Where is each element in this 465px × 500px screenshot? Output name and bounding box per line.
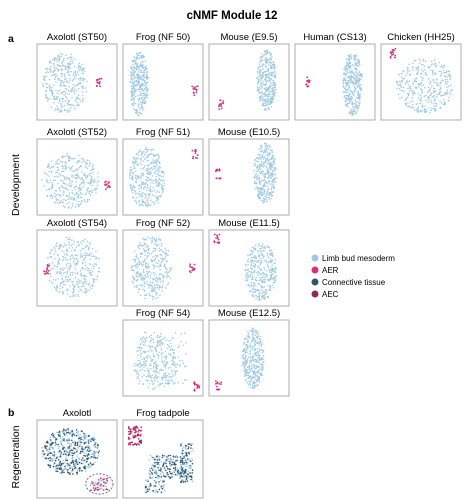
mesoderm-points xyxy=(133,331,188,390)
panel-label: Axolotl (ST52) xyxy=(47,127,107,138)
umap-panels: Axolotl (ST50) Frog (NF 50) Mouse (E9.5) Hu… xyxy=(36,32,462,499)
aec-points xyxy=(127,425,143,446)
panel-human-cs13: Human (CS13) xyxy=(294,32,376,121)
aer-points xyxy=(215,168,222,180)
panel-label: Chicken (HH25) xyxy=(387,32,455,43)
panel-mouse-e9-5: Mouse (E9.5) xyxy=(208,32,290,121)
connective-tissue-points xyxy=(41,427,100,475)
panel-axolotl-st50: Axolotl (ST50) xyxy=(36,32,118,121)
figure-title: cNMF Module 12 xyxy=(187,10,278,22)
panel-frame xyxy=(208,43,290,121)
panel-label: Mouse (E9.5) xyxy=(220,32,277,43)
legend-swatch xyxy=(311,278,319,286)
panel-frame xyxy=(380,43,462,121)
panel-label: Mouse (E12.5) xyxy=(218,308,280,319)
panel-axolotl-st52: Axolotl (ST52) xyxy=(36,127,118,216)
mesoderm-points xyxy=(45,236,101,298)
panel-frog-nf-50: Frog (NF 50) xyxy=(122,32,204,121)
legend-item-aec: AEC xyxy=(311,290,339,299)
panel-frog-nf-54: Frog (NF 54) xyxy=(122,308,204,397)
highlight-circle xyxy=(85,473,114,495)
legend: Limb bud mesoderm AER Connective tissue AEC xyxy=(311,254,395,299)
legend-label: Connective tissue xyxy=(322,278,386,287)
aer-points xyxy=(193,381,201,392)
mesoderm-points xyxy=(241,327,265,390)
panel-label: Human (CS13) xyxy=(303,32,366,43)
regen-panel-axolotl: Axolotl xyxy=(36,408,118,499)
panel-label: Frog (NF 52) xyxy=(136,218,190,229)
panel-frame xyxy=(294,43,376,121)
legend-label: AEC xyxy=(322,290,339,299)
aer-points xyxy=(43,264,50,275)
panel-frame xyxy=(122,138,204,216)
panel-mouse-e12-5: Mouse (E12.5) xyxy=(208,308,290,397)
panel-frame xyxy=(122,319,204,397)
legend-swatch xyxy=(311,266,319,274)
mesoderm-points xyxy=(395,58,453,114)
panel-mouse-e10-5: Mouse (E10.5) xyxy=(208,127,290,216)
panel-label: Frog tadpole xyxy=(136,408,189,419)
panel-mouse-e11-5: Mouse (E11.5) xyxy=(208,218,290,307)
panel-label: Axolotl (ST50) xyxy=(47,32,107,43)
panel-label: Axolotl xyxy=(63,408,92,419)
mesoderm-points xyxy=(342,53,363,116)
mesoderm-points xyxy=(130,236,173,300)
legend-item-aer: AER xyxy=(311,266,339,275)
connective-tissue-points xyxy=(144,442,195,494)
panel-frog-nf-52: Frog (NF 52) xyxy=(122,218,204,307)
panel-frame xyxy=(36,43,118,121)
panel-frame xyxy=(208,138,290,216)
legend-item-connective-tissue: Connective tissue xyxy=(311,278,386,287)
mesoderm-points xyxy=(41,152,100,209)
panel-axolotl-st54: Axolotl (ST54) xyxy=(36,218,118,307)
mesoderm-points xyxy=(41,53,88,113)
legend-label: Limb bud mesoderm xyxy=(322,254,395,263)
mesoderm-points xyxy=(244,242,278,301)
panel-label: Axolotl (ST54) xyxy=(47,218,107,229)
panel-frame xyxy=(208,229,290,307)
legend-label: AER xyxy=(322,266,339,275)
panel-b-letter: b xyxy=(8,407,14,419)
mesoderm-points xyxy=(129,51,149,116)
panel-frame xyxy=(36,138,118,216)
row-label-development: Development xyxy=(10,154,22,216)
regen-panel-frog-tadpole: Frog tadpole xyxy=(122,408,204,499)
panel-label: Mouse (E11.5) xyxy=(218,218,280,229)
aer-points xyxy=(218,99,225,110)
panel-label: Frog (NF 54) xyxy=(136,308,190,319)
aer-points xyxy=(305,76,311,88)
panel-label: Frog (NF 50) xyxy=(136,32,190,43)
panel-frame xyxy=(122,229,204,307)
mesoderm-points xyxy=(128,146,166,208)
aer-points xyxy=(191,85,199,97)
panel-label: Mouse (E10.5) xyxy=(218,127,280,138)
aec-points xyxy=(89,476,109,492)
panel-frame xyxy=(36,229,118,307)
aer-points xyxy=(188,263,196,274)
legend-swatch xyxy=(311,290,319,298)
aer-points xyxy=(95,77,103,88)
legend-item-limb-bud-mesoderm: Limb bud mesoderm xyxy=(311,254,395,263)
panel-frog-nf-51: Frog (NF 51) xyxy=(122,127,204,216)
aer-points xyxy=(213,233,221,245)
aer-points xyxy=(389,47,397,59)
mesoderm-points xyxy=(253,142,277,204)
aer-points xyxy=(104,180,111,191)
panel-chicken-hh25: Chicken (HH25) xyxy=(380,32,462,121)
aer-points xyxy=(214,380,223,391)
panel-label: Frog (NF 51) xyxy=(136,127,190,138)
legend-swatch xyxy=(311,254,319,262)
mesoderm-points xyxy=(256,49,277,111)
aer-points xyxy=(191,148,199,160)
row-label-regeneration: Regeneration xyxy=(10,425,22,488)
panel-a-letter: a xyxy=(8,33,14,45)
